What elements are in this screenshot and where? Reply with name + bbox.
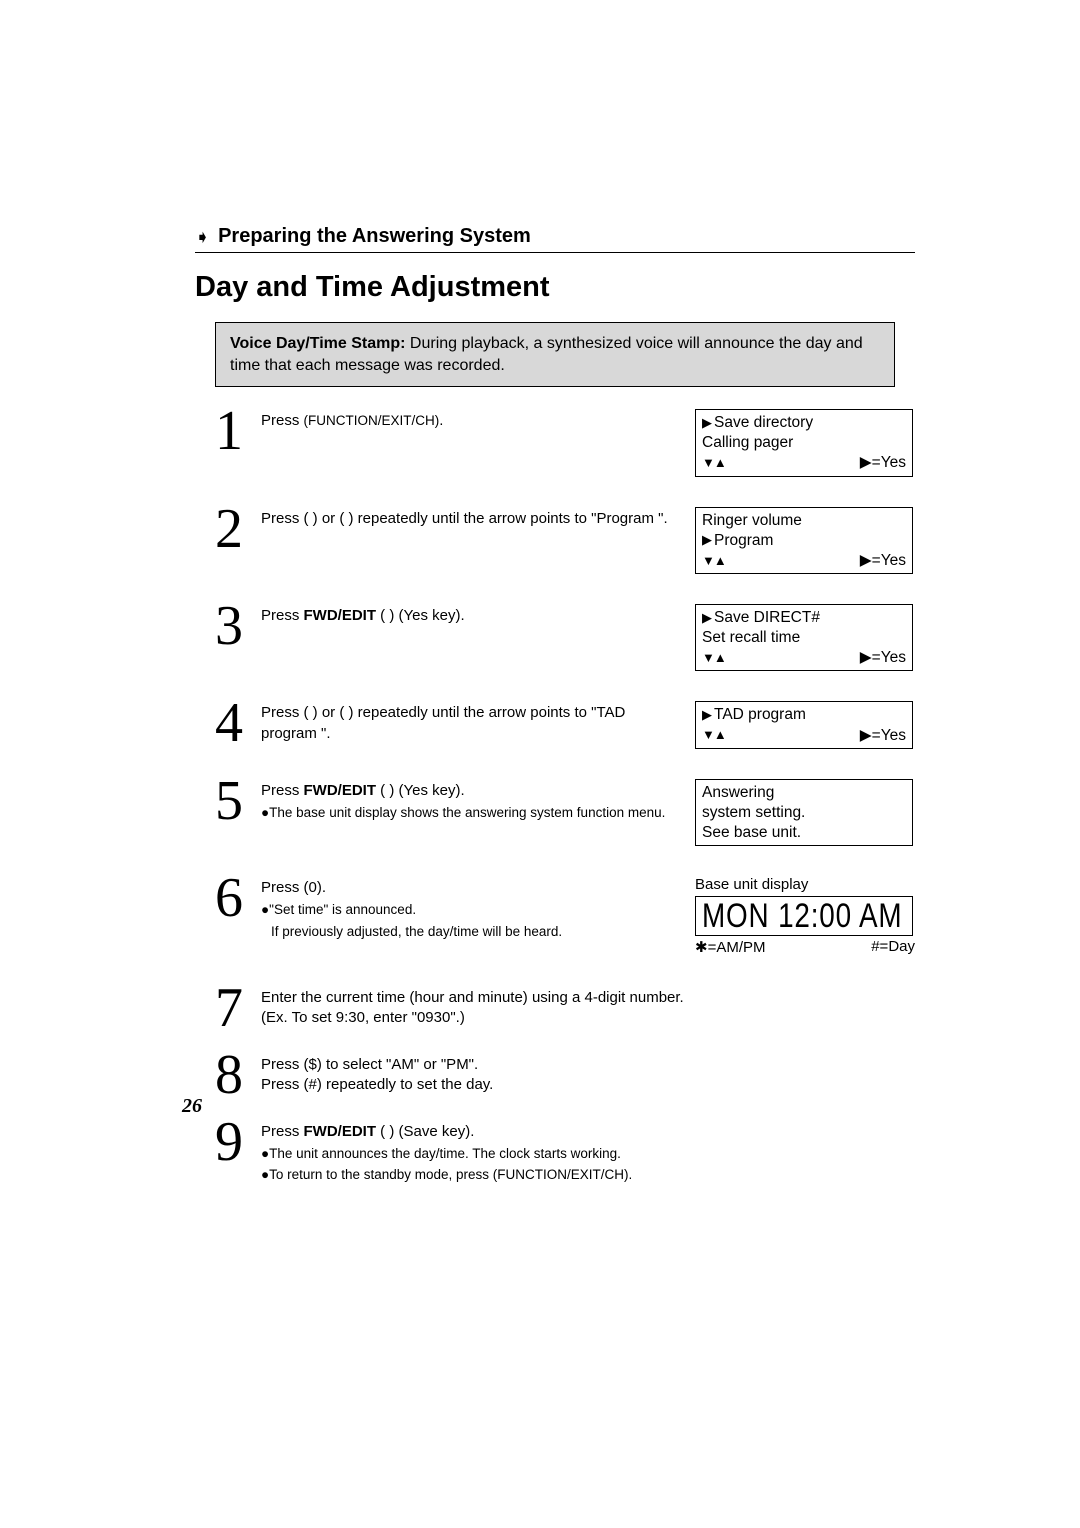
updown-icon: ▼▲ xyxy=(702,650,726,667)
step-number: 5 xyxy=(215,779,249,824)
step-text: Press ( ) or ( ) repeatedly until the ar… xyxy=(261,701,683,744)
step-number: 9 xyxy=(215,1120,249,1165)
step-3: 3 Press FWD/EDIT ( ) (Yes key). ▶Save DI… xyxy=(215,604,915,671)
step-text: Press FWD/EDIT ( ) (Yes key). ●The base … xyxy=(261,779,683,822)
step-text: Press FWD/EDIT ( ) (Yes key). xyxy=(261,604,683,626)
step-number: 1 xyxy=(215,409,249,454)
step-number: 6 xyxy=(215,876,249,921)
step-1: 1 Press (FUNCTION/EXIT/CH). ▶Save direct… xyxy=(215,409,915,476)
lcd-display: ▶TAD program ▼▲ ▶=Yes xyxy=(695,701,915,748)
updown-icon: ▼▲ xyxy=(702,553,726,570)
updown-icon: ▼▲ xyxy=(702,455,726,472)
step-7: 7 Enter the current time (hour and minut… xyxy=(215,986,915,1031)
lcd-display: ▶Save directory Calling pager ▼▲ ▶=Yes xyxy=(695,409,915,476)
step-2: 2 Press ( ) or ( ) repeatedly until the … xyxy=(215,507,915,574)
step-number: 2 xyxy=(215,507,249,552)
section-header: ➧ Preparing the Answering System xyxy=(195,225,915,253)
step-8: 8 Press ($) to select "AM" or "PM". Pres… xyxy=(215,1053,915,1098)
step-9: 9 Press FWD/EDIT ( ) (Save key). ●The un… xyxy=(215,1120,915,1185)
pointer-icon: ▶ xyxy=(702,707,712,724)
step-number: 4 xyxy=(215,701,249,746)
lcd-display: Ringer volume ▶Program ▼▲ ▶=Yes xyxy=(695,507,915,574)
updown-icon: ▼▲ xyxy=(702,727,726,744)
page-number: 26 xyxy=(182,1095,202,1118)
step-number: 7 xyxy=(215,986,249,1031)
pointer-icon: ▶ xyxy=(702,415,712,432)
step-text: Press (0). ●"Set time" is announced. If … xyxy=(261,876,683,941)
step-number: 3 xyxy=(215,604,249,649)
base-unit-display: Base unit display MON 12:00 AM ✱=AM/PM #… xyxy=(695,876,915,956)
page-content: ➧ Preparing the Answering System Day and… xyxy=(195,225,915,1214)
page-title: Day and Time Adjustment xyxy=(195,271,915,304)
section-bullet-icon: ➧ xyxy=(195,228,210,246)
step-text: Press ( ) or ( ) repeatedly until the ar… xyxy=(261,507,683,529)
seven-segment-text: MON 12:00 AM xyxy=(702,899,869,933)
step-text: Press ($) to select "AM" or "PM". Press … xyxy=(261,1053,915,1096)
step-text: Press FWD/EDIT ( ) (Save key). ●The unit… xyxy=(261,1120,915,1185)
section-title: Preparing the Answering System xyxy=(218,225,531,248)
voice-box-bold: Voice Day/Time Stamp: xyxy=(230,335,405,352)
step-4: 4 Press ( ) or ( ) repeatedly until the … xyxy=(215,701,915,748)
step-6: 6 Press (0). ●"Set time" is announced. I… xyxy=(215,876,915,956)
lcd-display: ▶Save DIRECT# Set recall time ▼▲ ▶=Yes xyxy=(695,604,915,671)
steps-list: 1 Press (FUNCTION/EXIT/CH). ▶Save direct… xyxy=(215,409,915,1184)
lcd-display: Answering system setting. See base unit. xyxy=(695,779,915,846)
pointer-icon: ▶ xyxy=(702,532,712,549)
voice-stamp-box: Voice Day/Time Stamp: During playback, a… xyxy=(215,322,895,387)
step-text: Press (FUNCTION/EXIT/CH). xyxy=(261,409,683,431)
pointer-icon: ▶ xyxy=(702,610,712,627)
step-5: 5 Press FWD/EDIT ( ) (Yes key). ●The bas… xyxy=(215,779,915,846)
step-number: 8 xyxy=(215,1053,249,1098)
step-text: Enter the current time (hour and minute)… xyxy=(261,986,915,1029)
